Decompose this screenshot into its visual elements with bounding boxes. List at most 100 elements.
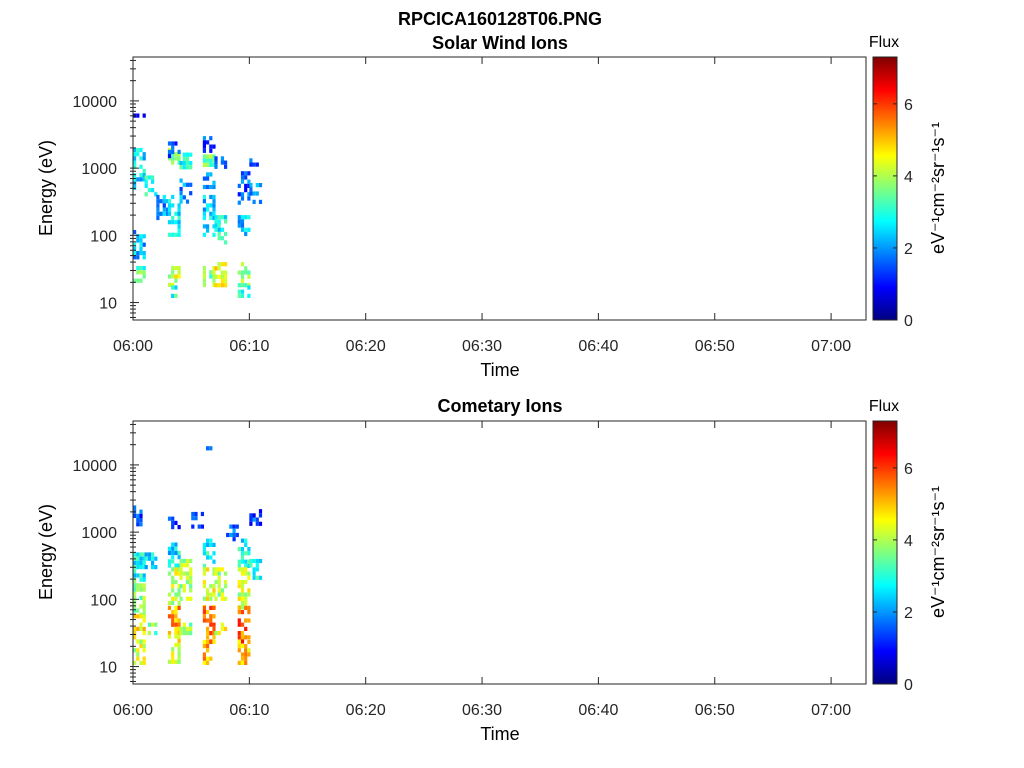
heatmap-cell (162, 211, 166, 216)
heatmap-cell (224, 579, 228, 585)
x-tick-label: 07:00 (811, 338, 851, 355)
heatmap-cell (133, 608, 137, 613)
heatmap-cell (174, 232, 178, 237)
heatmap-cell (209, 158, 213, 163)
heatmap-cell (139, 522, 143, 527)
heatmap-cell (240, 579, 245, 585)
heatmap-cell (247, 571, 251, 576)
heatmap-cell (167, 141, 172, 146)
heatmap-cell (189, 588, 193, 593)
heatmap-cell (212, 542, 216, 547)
heatmap-cell (171, 618, 175, 623)
heatmap-cell (217, 219, 221, 224)
heatmap-cell (249, 158, 253, 163)
heatmap-cell (247, 283, 251, 288)
heatmap-block (133, 614, 146, 644)
heatmap-cell (142, 152, 146, 157)
heatmap-cell (174, 274, 178, 279)
heatmap-cell (174, 614, 178, 619)
heatmap-cell (139, 173, 143, 178)
heatmap-cell (171, 546, 175, 551)
heatmap-cell (189, 626, 193, 631)
heatmap-cell (220, 274, 224, 279)
heatmap-cell (177, 567, 181, 572)
heatmap-cell (151, 188, 155, 193)
heatmap-cell (177, 228, 181, 233)
heatmap-cell (244, 283, 248, 288)
heatmap-cell (151, 565, 155, 570)
heatmap-cell (139, 513, 143, 518)
heatmap-cell (194, 516, 198, 521)
heatmap-cell (174, 605, 178, 610)
heatmap-cell (154, 622, 158, 627)
heatmap-cell (139, 587, 143, 592)
heatmap-cell (182, 156, 186, 161)
heatmap-cell (156, 215, 160, 221)
heatmap-cell (136, 234, 140, 239)
heatmap-cell (174, 610, 178, 615)
heatmap-cell (142, 255, 146, 260)
heatmap-cell (142, 173, 146, 178)
x-tick-label: 06:00 (113, 338, 153, 355)
heatmap-cell (206, 626, 210, 631)
heatmap-cell (224, 160, 228, 165)
heatmap-cell (139, 266, 143, 271)
heatmap-cell (202, 154, 206, 159)
heatmap-cell (174, 156, 178, 161)
heatmap-cell (189, 152, 193, 157)
heatmap-cell (177, 605, 181, 610)
heatmap-cell (240, 192, 245, 197)
heatmap-cell (212, 559, 216, 564)
heatmap-cell (167, 211, 172, 216)
heatmap-cell (139, 560, 143, 565)
heatmap-block (249, 509, 263, 526)
heatmap-cell (237, 644, 241, 649)
figure-title: RPCICA160128T06.PNG (398, 9, 602, 29)
heatmap-cell (189, 579, 193, 585)
heatmap-cell (177, 642, 181, 648)
heatmap-cell (177, 274, 181, 279)
heatmap-block (191, 511, 204, 529)
heatmap-cell (232, 537, 236, 542)
heatmap-cell (142, 177, 146, 182)
heatmap-cell (212, 622, 216, 627)
heatmap-cell (202, 652, 206, 657)
heatmap-block (202, 538, 216, 568)
heatmap-cell (240, 289, 245, 294)
heatmap-cell (247, 551, 251, 556)
heatmap-cell (174, 631, 178, 636)
heatmap-cell (136, 513, 140, 518)
heatmap-cell (249, 187, 253, 192)
heatmap-cell (147, 622, 151, 627)
y-tick-label: 10000 (73, 458, 118, 475)
heatmap-cell (182, 631, 186, 636)
heatmap-cell (202, 282, 206, 287)
heatmap-cell (136, 639, 140, 644)
heatmap-block (202, 567, 216, 610)
heatmap-cell (209, 203, 213, 208)
heatmap-cell (167, 232, 172, 237)
heatmap-block (179, 178, 193, 204)
heatmap-cell (177, 149, 181, 154)
heatmap-cell (249, 162, 253, 167)
heatmap-cell (177, 626, 181, 631)
x-tick-label: 06:20 (346, 702, 386, 719)
heatmap-cell (247, 618, 251, 623)
heatmap-cell (151, 560, 155, 565)
heatmap-cell (206, 172, 210, 177)
heatmap-cell (214, 274, 218, 279)
heatmap-cell (212, 211, 216, 216)
heatmap-cell (151, 552, 155, 557)
heatmap-cell (189, 567, 193, 572)
heatmap-cell (133, 177, 137, 182)
heatmap-cell (217, 571, 221, 576)
heatmap-cell (252, 571, 256, 576)
heatmap-cell (202, 144, 206, 149)
heatmap-cell (185, 571, 190, 576)
heatmap-cell (136, 266, 140, 271)
heatmap-cell (136, 556, 140, 561)
heatmap-cell (133, 147, 137, 153)
heatmap-cell (139, 270, 143, 275)
heatmap-cell (202, 639, 206, 644)
heatmap-cell (224, 278, 228, 284)
